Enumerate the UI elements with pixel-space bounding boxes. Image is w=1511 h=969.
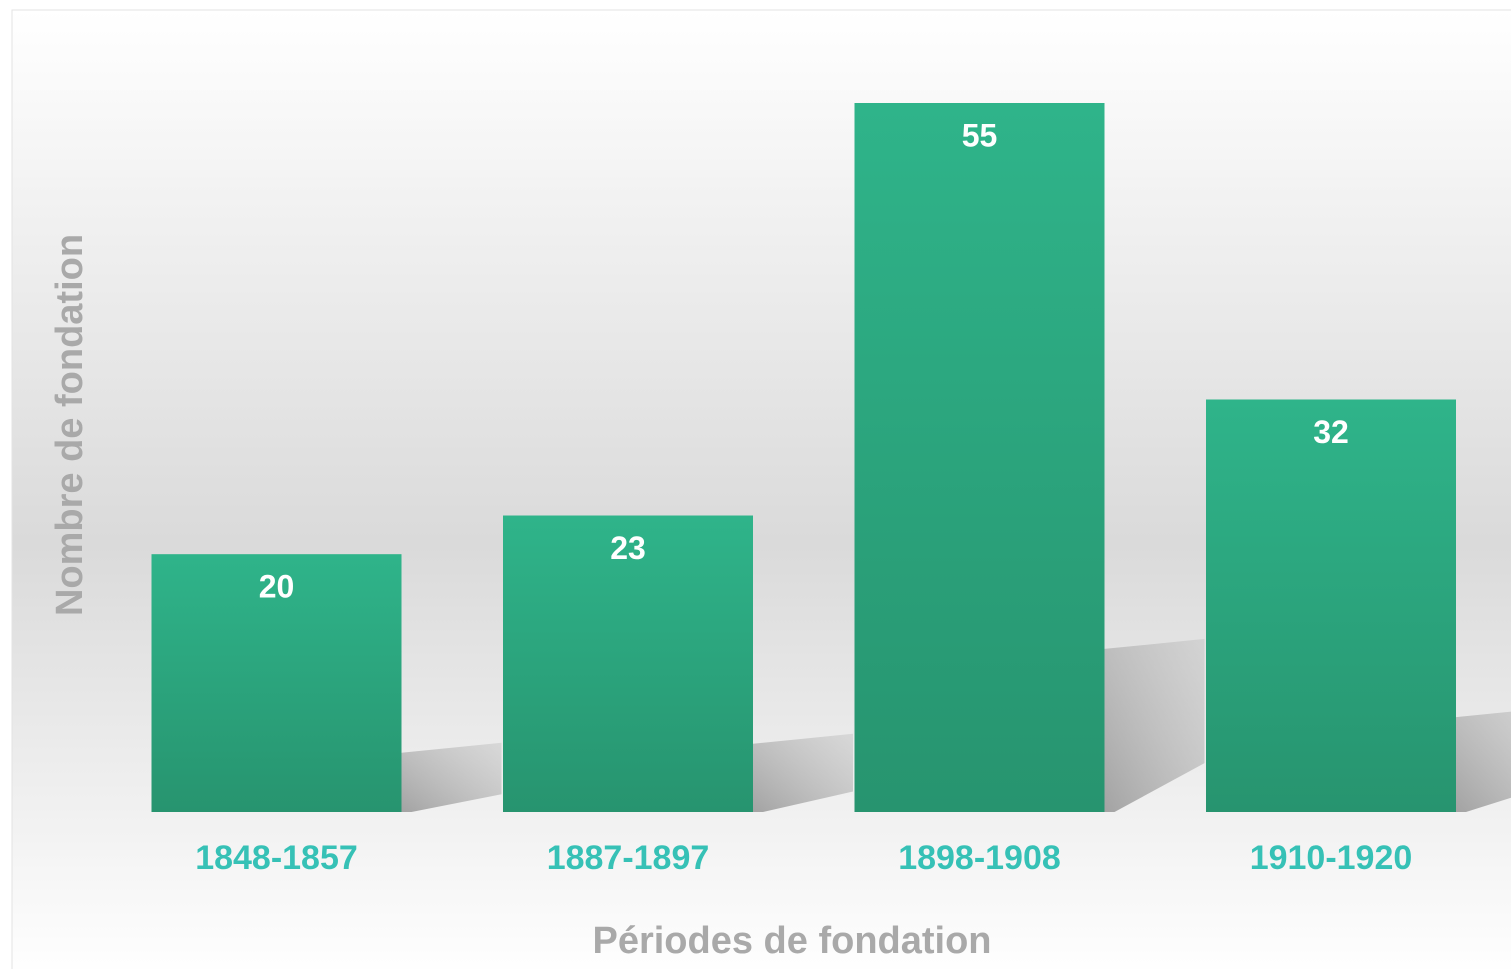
bar-shadow bbox=[1104, 638, 1205, 812]
x-tick-label: 1848-1857 bbox=[195, 839, 358, 877]
bar-shadow bbox=[1456, 711, 1511, 812]
bar-shadow bbox=[753, 733, 853, 812]
bar bbox=[503, 515, 753, 812]
value-label: 20 bbox=[259, 569, 295, 605]
x-tick-label: 1910-1920 bbox=[1250, 839, 1413, 877]
bar-shadow bbox=[401, 742, 502, 812]
x-axis-title: Périodes de fondation bbox=[592, 920, 991, 962]
value-label: 23 bbox=[610, 530, 646, 566]
bar bbox=[854, 103, 1105, 812]
value-label: 32 bbox=[1313, 414, 1349, 450]
bar bbox=[1206, 399, 1456, 812]
x-tick-label: 1887-1897 bbox=[547, 839, 710, 877]
bar bbox=[151, 554, 402, 812]
y-axis-title: Nombre de fondation bbox=[49, 234, 91, 616]
x-tick-label: 1898-1908 bbox=[898, 839, 1061, 877]
value-label: 55 bbox=[962, 117, 998, 153]
